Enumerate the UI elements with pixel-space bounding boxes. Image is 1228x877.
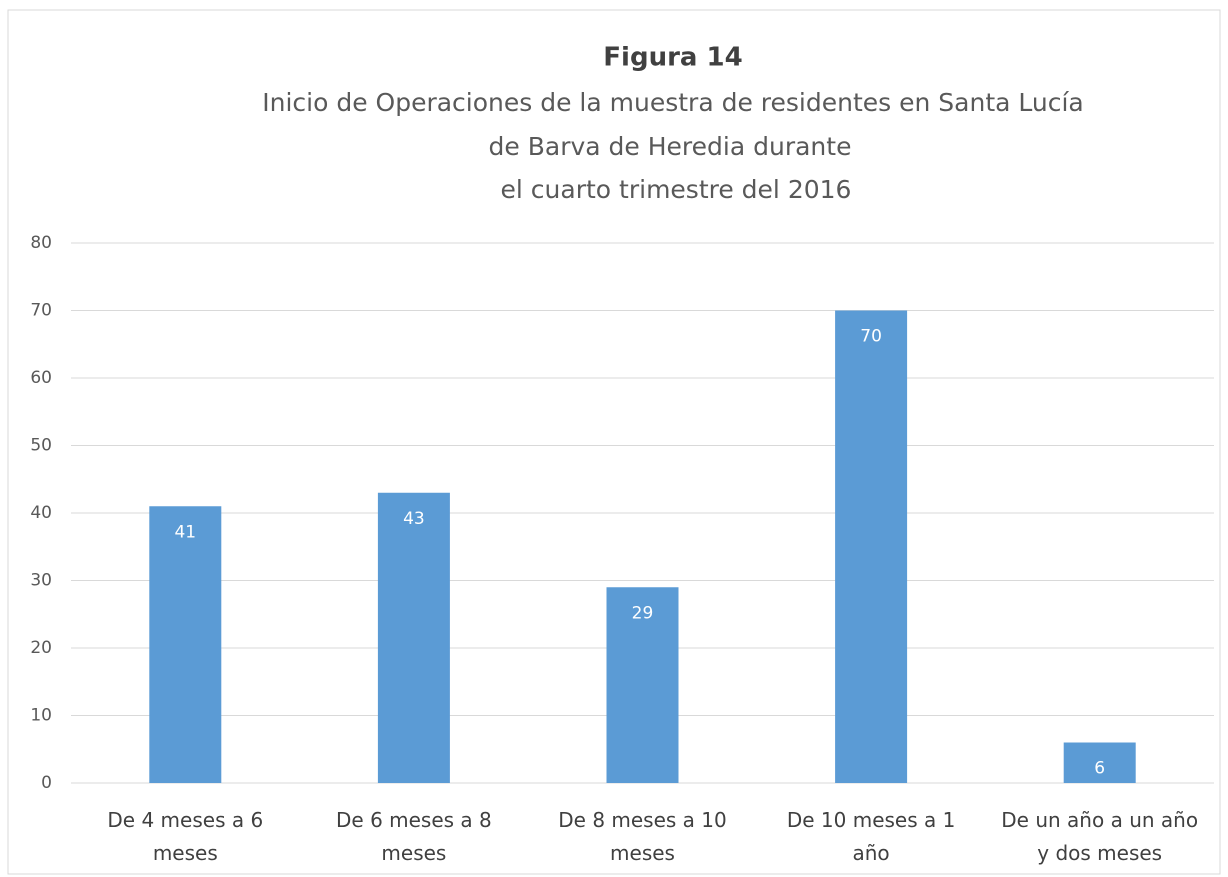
y-tick-label: 40 <box>30 503 52 523</box>
x-tick-label: De un año a un año y dos meses <box>1001 808 1199 865</box>
data-label: 43 <box>403 509 425 529</box>
y-tick-label: 20 <box>30 638 52 658</box>
y-tick-label: 30 <box>30 571 52 591</box>
y-tick-label: 60 <box>30 368 52 388</box>
y-tick-label: 10 <box>30 706 52 726</box>
bar <box>606 587 679 783</box>
data-label: 29 <box>632 603 654 623</box>
bar <box>377 492 450 783</box>
x-tick-label: De 4 meses a 6 meses <box>107 808 264 865</box>
x-tick-label: De 6 meses a 8 meses <box>336 808 492 865</box>
chart-title: Figura 14 <box>603 43 742 73</box>
x-tick-label: De 10 meses a 1 año <box>786 808 956 865</box>
x-tick-label: De 8 meses a 10 meses <box>558 808 727 865</box>
bar <box>835 310 908 783</box>
y-tick-label: 0 <box>41 773 52 793</box>
data-label: 70 <box>860 327 882 347</box>
chart-subtitle: Inicio de Operaciones de la muestra de r… <box>262 88 1084 117</box>
data-label: 41 <box>174 522 196 542</box>
bar <box>149 506 222 783</box>
y-tick-label: 70 <box>30 301 52 321</box>
data-label: 6 <box>1094 759 1105 779</box>
bar <box>1063 742 1136 783</box>
chart-subtitle: de Barva de Heredia durante <box>489 132 852 161</box>
y-tick-label: 80 <box>30 233 52 253</box>
y-tick-label: 50 <box>30 436 52 456</box>
chart-subtitle: el cuarto trimestre del 2016 <box>501 175 852 204</box>
